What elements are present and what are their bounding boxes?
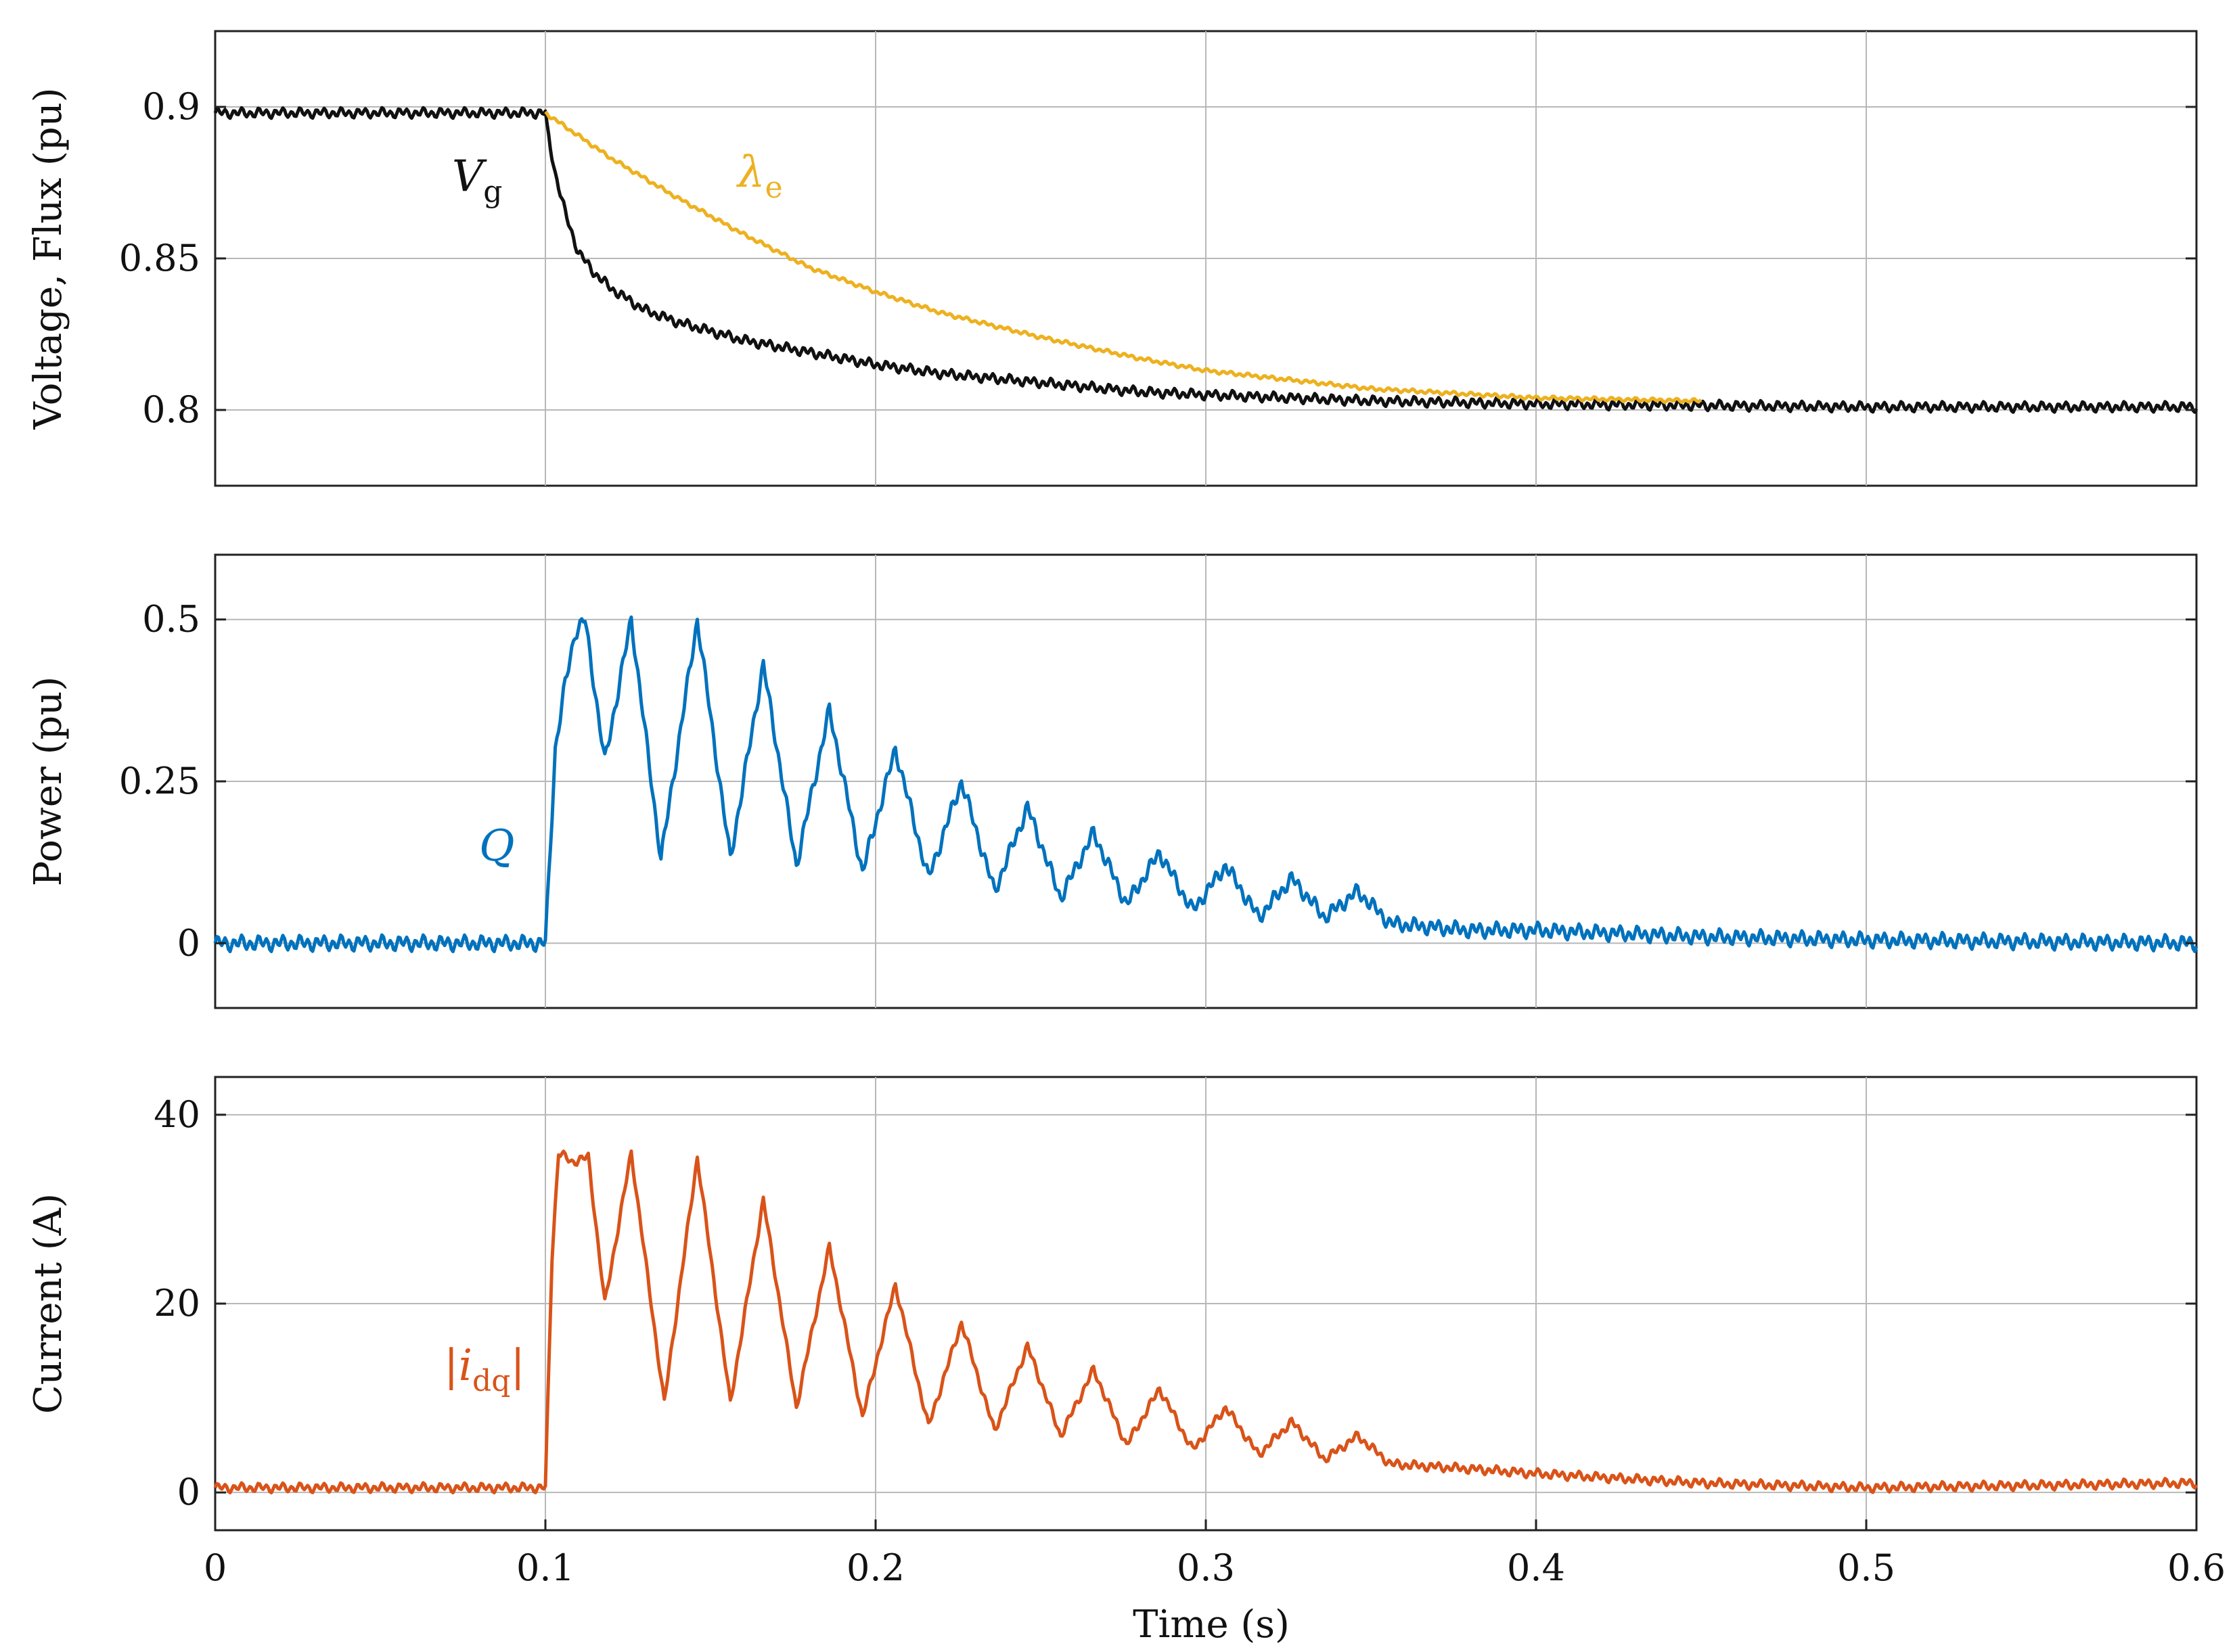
current-y-ticks: 0 20 40 — [154, 1093, 2196, 1513]
voltage-flux-y-ticks: 0.8 0.85 0.9 — [119, 85, 2196, 431]
lambda-e-series-label: λe — [736, 147, 783, 205]
y-tick-label: 0 — [177, 1471, 200, 1513]
x-tick-label: 0 — [204, 1546, 227, 1589]
series-line--i-dq- — [213, 1149, 2198, 1494]
current-grid — [215, 1077, 2196, 1530]
y-tick-label: 20 — [154, 1282, 200, 1325]
y-tick-label: 0.25 — [119, 760, 200, 802]
x-tick-label: 0.6 — [2167, 1546, 2226, 1589]
x-tick-label: 0.5 — [1837, 1546, 1895, 1589]
voltage-flux-panel: 0.8 0.85 0.9 Voltage, Flux (pu) Vg λe — [26, 30, 2198, 487]
series-line-q — [213, 615, 2198, 953]
time-x-ticks: 0 0.1 0.2 0.3 0.4 0.5 0.6 — [204, 1519, 2226, 1589]
y-tick-label: 0.85 — [119, 237, 200, 279]
y-tick-label: 0.8 — [142, 388, 200, 431]
series-line-v-g — [213, 106, 2198, 414]
power-panel: 0 0.25 0.5 Power (pu) Q — [26, 553, 2198, 1009]
power-y-axis-label: Power (pu) — [26, 676, 70, 886]
x-tick-label: 0.2 — [847, 1546, 905, 1589]
x-tick-label: 0.3 — [1177, 1546, 1235, 1589]
current-panel: 0 20 40 0 0.1 0.2 0.3 0.4 0.5 0.6 Current (A) Ti… — [26, 1076, 2226, 1647]
y-tick-label: 0.5 — [142, 598, 200, 641]
time-x-axis-label: Time (s) — [1133, 1603, 1290, 1647]
y-tick-label: 0.9 — [142, 85, 200, 128]
current-series — [213, 1149, 2198, 1494]
vg-series-label: Vg — [452, 152, 502, 209]
x-tick-label: 0.4 — [1507, 1546, 1565, 1589]
y-tick-label: 40 — [154, 1093, 200, 1136]
x-tick-label: 0.1 — [516, 1546, 574, 1589]
voltage-flux-y-axis-label: Voltage, Flux (pu) — [26, 87, 70, 430]
idq-series-label: |idq| — [444, 1341, 525, 1398]
power-series — [213, 615, 2198, 953]
y-tick-label: 0 — [177, 921, 200, 964]
series-line-lambda-e — [544, 110, 1702, 405]
voltage-flux-series — [213, 106, 2198, 414]
voltage-flux-grid — [215, 31, 2196, 486]
q-series-label: Q — [479, 821, 514, 871]
power-y-ticks: 0 0.25 0.5 — [119, 598, 2196, 964]
current-y-axis-label: Current (A) — [26, 1193, 70, 1414]
